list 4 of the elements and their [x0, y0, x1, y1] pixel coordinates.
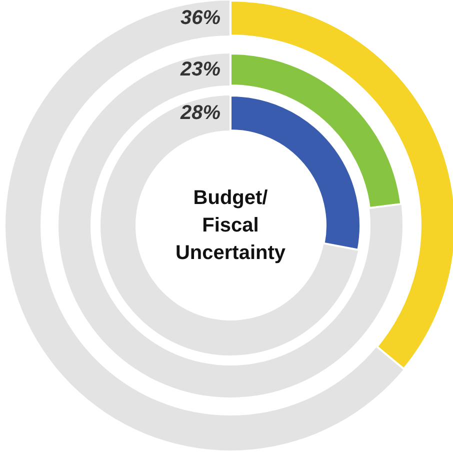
text: Budget/ Fiscal Uncertainty: [175, 187, 286, 264]
data-label: 28%: [179, 102, 221, 124]
data-label: 36%: [180, 7, 221, 29]
data-label: 23%: [179, 58, 221, 80]
